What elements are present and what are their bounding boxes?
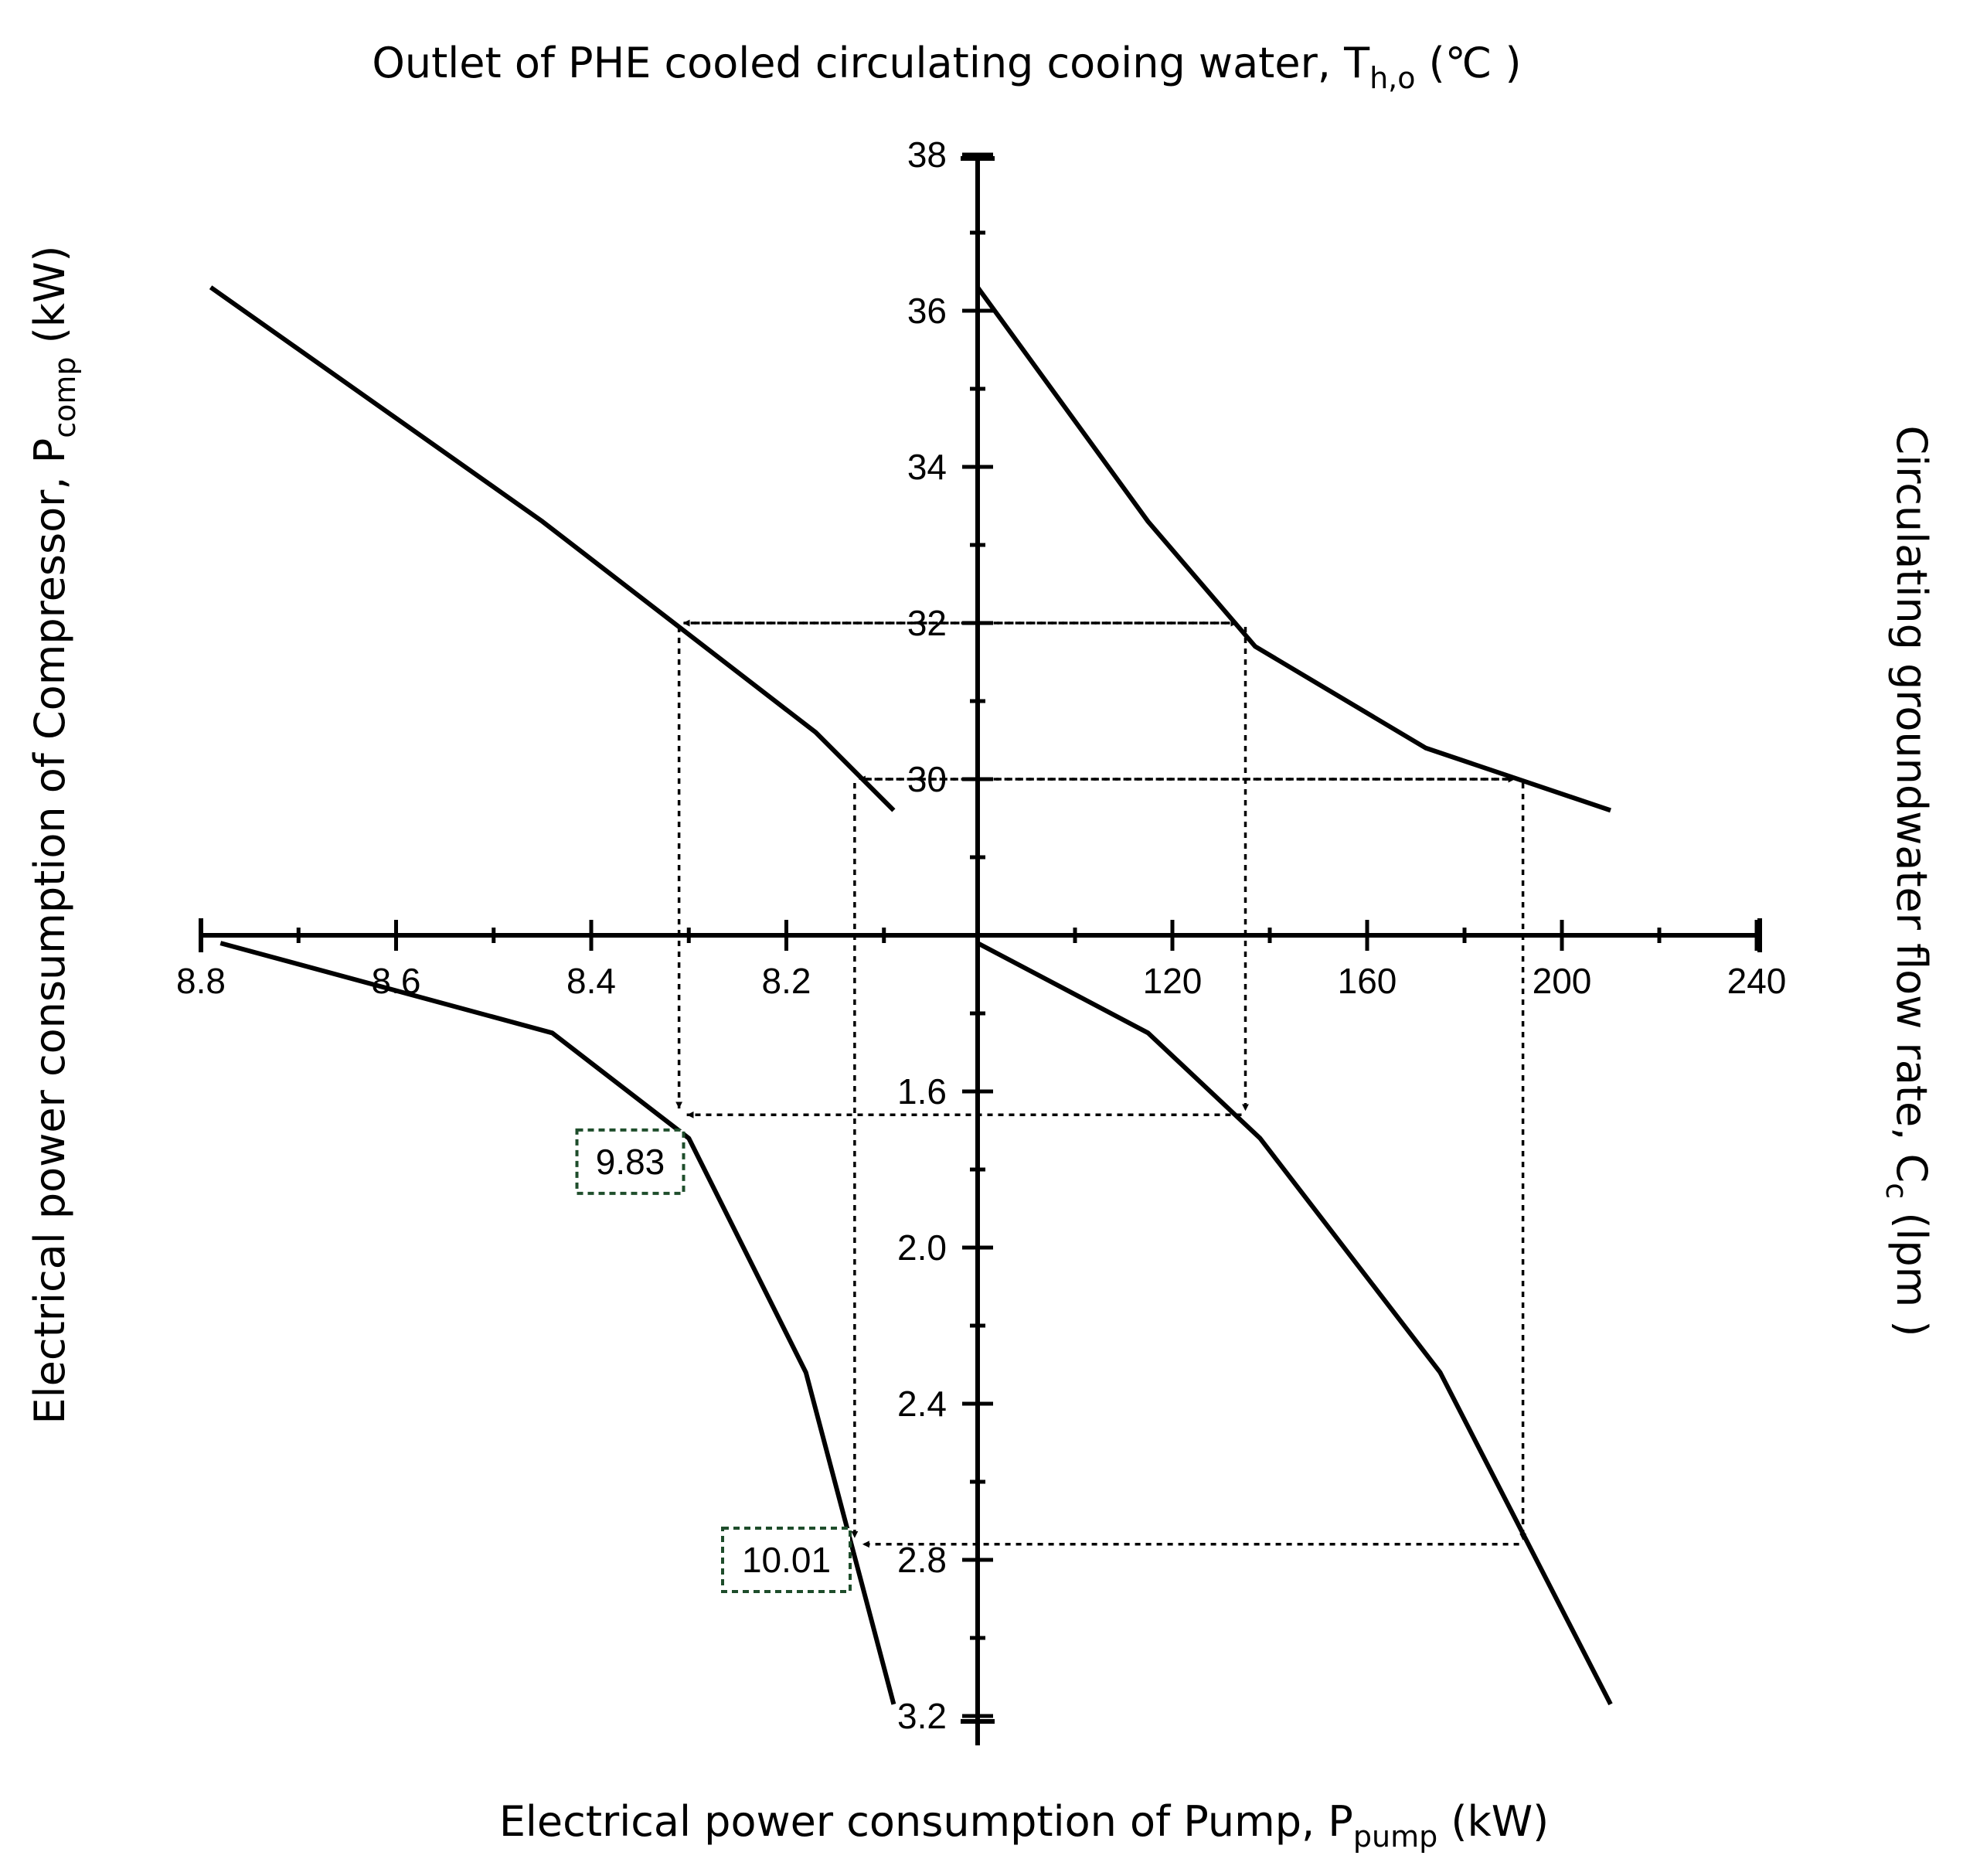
series-top-right bbox=[975, 285, 1611, 813]
flow-tick-label: 200 bbox=[1533, 961, 1592, 1001]
compressor-tick-label: 8.2 bbox=[762, 961, 811, 1001]
bottom-axis-title: Electrical power consumption of Pump, Pp… bbox=[499, 1797, 1549, 1854]
top-axis-title: Outlet of PHE cooled circulating cooing … bbox=[372, 39, 1521, 95]
compressor-tick-label: 8.8 bbox=[176, 961, 226, 1001]
temperature-tick-label: 36 bbox=[907, 291, 947, 331]
series-bottom-right bbox=[976, 941, 1613, 1706]
pump-tick-label: 1.6 bbox=[897, 1071, 947, 1112]
flow-tick-label: 240 bbox=[1727, 961, 1787, 1001]
value-annotations: 9.83 10.01 bbox=[575, 1128, 852, 1593]
series-lines bbox=[209, 285, 1613, 1706]
series-bottom-left bbox=[219, 941, 896, 1705]
flow-tick-label: 160 bbox=[1338, 961, 1397, 1001]
guide-lines bbox=[675, 619, 1527, 1548]
value-box bbox=[575, 1128, 686, 1195]
right-axis-title: Circulating groundwater flow rate, Cc (l… bbox=[1880, 425, 1936, 1336]
flow-tick-label: 120 bbox=[1143, 961, 1203, 1001]
compressor-tick-label: 8.4 bbox=[566, 961, 616, 1001]
value-box-label: 9.83 bbox=[596, 1142, 665, 1182]
pump-tick-label: 3.2 bbox=[897, 1696, 947, 1736]
pump-tick-label: 2.0 bbox=[897, 1227, 947, 1268]
value-box bbox=[721, 1527, 852, 1593]
temperature-tick-label: 34 bbox=[907, 447, 947, 487]
temperature-tick-label: 38 bbox=[907, 134, 947, 175]
left-axis-title: Electrical power consumption of Compress… bbox=[26, 246, 82, 1425]
pump-tick-label: 2.8 bbox=[897, 1540, 947, 1580]
series-top-left bbox=[209, 285, 896, 812]
value-box-label: 10.01 bbox=[742, 1540, 831, 1580]
pump-tick-label: 2.4 bbox=[897, 1384, 947, 1424]
